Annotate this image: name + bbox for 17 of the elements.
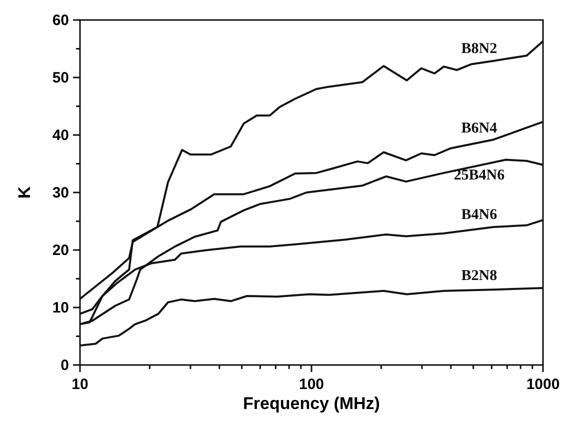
series-label: B6N4 [461, 120, 498, 137]
series-label: B4N6 [461, 206, 498, 223]
y-tick-label: 60 [52, 12, 69, 29]
x-tick-label: 10 [72, 376, 88, 393]
series-label: B2N8 [461, 268, 498, 284]
x-tick-label: 1000 [526, 376, 560, 393]
y-tick-label: 0 [60, 357, 69, 374]
series-label: 25B4N6 [454, 167, 506, 184]
y-tick-label: 30 [52, 184, 69, 202]
x-tick-label: 100 [298, 376, 324, 393]
x-axis-title: Frequency (MHz) [243, 394, 380, 413]
y-tick-label: 20 [52, 242, 69, 259]
y-axis-title: K [15, 186, 34, 199]
y-tick-label: 40 [52, 127, 69, 144]
y-tick-label: 10 [52, 300, 69, 316]
y-tick-label: 50 [52, 70, 69, 86]
series-label: B8N2 [461, 41, 498, 58]
